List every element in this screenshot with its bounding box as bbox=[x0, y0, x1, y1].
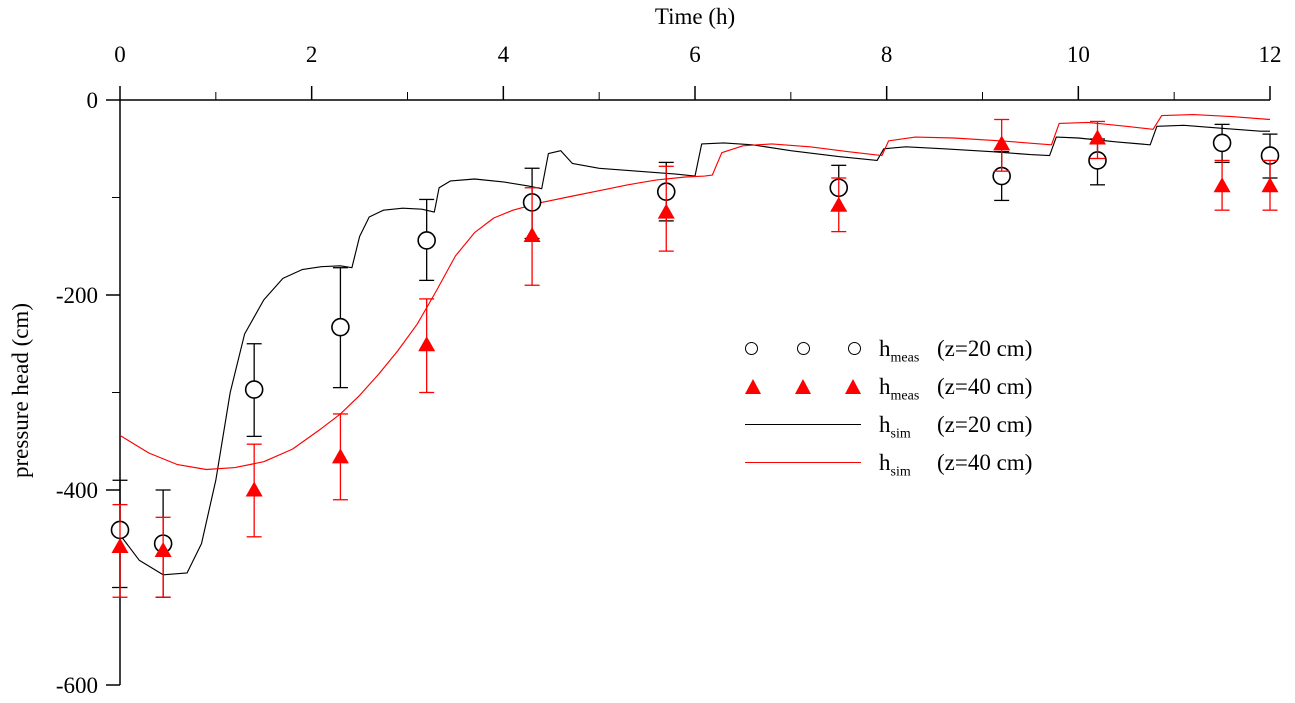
legend-marker-black-line bbox=[742, 424, 864, 425]
sim-line-sim-z40 bbox=[119, 114, 1271, 471]
legend-item-sim-z40: hsim (z=40 cm) bbox=[742, 447, 1033, 480]
meas-point-triangle bbox=[418, 336, 436, 352]
y-tick-label: -400 bbox=[56, 478, 98, 503]
meas-point-circle bbox=[331, 317, 350, 337]
legend-item-sim-z20: hsim (z=20 cm) bbox=[742, 409, 1033, 442]
legend-label: hmeas (z=40 cm) bbox=[879, 373, 1033, 404]
y-tick-label: 0 bbox=[87, 88, 99, 113]
x-tick-label: 4 bbox=[498, 42, 510, 67]
x-tick-label: 10 bbox=[1067, 42, 1090, 67]
meas-point-triangle bbox=[331, 448, 349, 464]
legend-marker-filled-triangles bbox=[742, 379, 864, 394]
red-line-icon bbox=[745, 462, 861, 463]
x-tick-label: 8 bbox=[881, 42, 893, 67]
filled-triangle-icon bbox=[845, 379, 861, 394]
meas-point-triangle bbox=[523, 227, 541, 243]
meas-point-triangle bbox=[1261, 177, 1279, 193]
meas-point-triangle bbox=[245, 481, 263, 497]
meas-point-triangle bbox=[111, 538, 129, 554]
filled-triangle-icon bbox=[745, 379, 761, 394]
meas-point-triangle bbox=[1089, 129, 1106, 145]
meas-point-circle bbox=[1212, 133, 1232, 153]
filled-triangle-icon bbox=[795, 379, 811, 394]
legend-marker-red-line bbox=[742, 462, 864, 463]
legend-label: hsim (z=40 cm) bbox=[879, 449, 1033, 480]
meas-point-triangle bbox=[154, 541, 172, 557]
x-axis-title: Time (h) bbox=[655, 4, 735, 29]
meas-point-triangle bbox=[830, 196, 848, 212]
legend-marker-open-circles bbox=[742, 342, 864, 355]
black-line-icon bbox=[745, 424, 861, 425]
x-tick-label: 2 bbox=[306, 42, 318, 67]
legend-label: hmeas (z=20 cm) bbox=[879, 335, 1033, 366]
meas-point-triangle bbox=[993, 135, 1011, 151]
y-tick-label: -600 bbox=[56, 673, 98, 698]
legend-item-meas-z20: hmeas (z=20 cm) bbox=[742, 333, 1033, 366]
legend-label: hsim (z=20 cm) bbox=[879, 411, 1033, 442]
x-tick-label: 12 bbox=[1259, 42, 1282, 67]
y-axis-title: pressure head (cm) bbox=[8, 303, 33, 478]
open-circle-icon bbox=[745, 342, 758, 355]
legend-item-meas-z40: hmeas (z=40 cm) bbox=[742, 371, 1033, 404]
meas-point-circle bbox=[244, 380, 264, 399]
y-tick-label: -200 bbox=[56, 283, 98, 308]
legend: hmeas (z=20 cm) hmeas (z=40 cm) hsim (z=20 … bbox=[742, 333, 1033, 480]
meas-point-triangle bbox=[1213, 177, 1231, 193]
x-tick-label: 6 bbox=[689, 42, 701, 67]
meas-point-triangle bbox=[657, 203, 675, 219]
meas-point-circle bbox=[417, 231, 436, 250]
x-tick-label: 0 bbox=[114, 42, 126, 67]
sim-line-sim-z20 bbox=[119, 124, 1270, 576]
open-circle-icon bbox=[796, 342, 810, 355]
open-circle-icon bbox=[848, 342, 861, 355]
